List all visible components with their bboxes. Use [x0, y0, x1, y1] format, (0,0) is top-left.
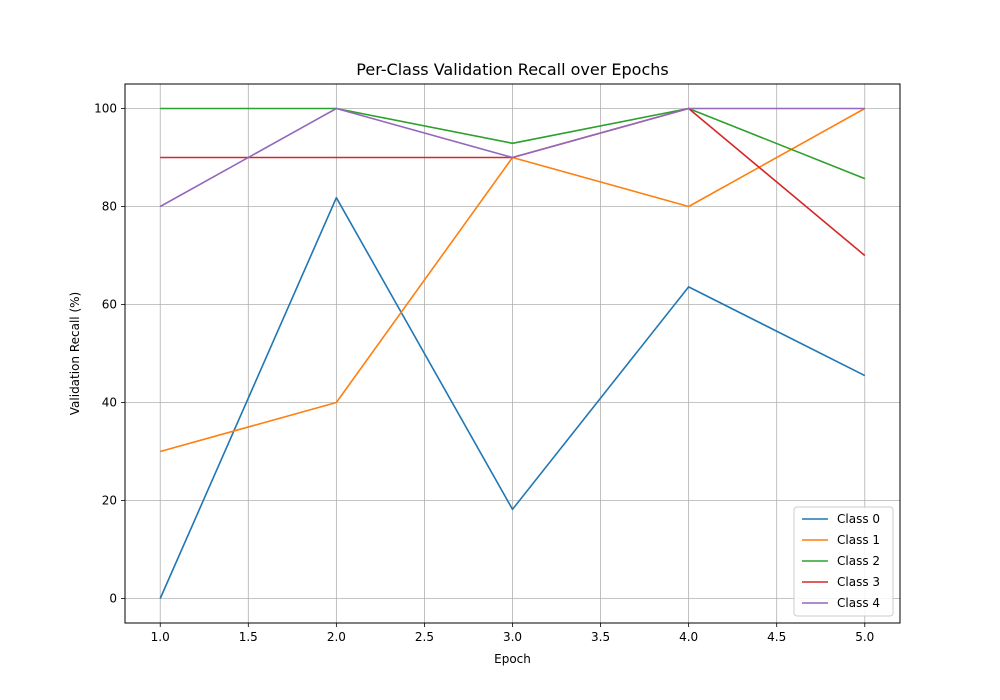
series-line-class-4 [159, 107, 865, 208]
x-tick-label: 4.0 [679, 630, 698, 644]
y-tick-label: 100 [94, 102, 117, 116]
x-tick-label: 2.5 [415, 630, 434, 644]
ticks: 1.0 1.5 2.0 2.5 3.0 3.5 4.0 4.5 5.0 0 20 40 60 80 100 [94, 102, 874, 645]
y-tick-label: 60 [102, 298, 117, 312]
y-tick-label: 40 [102, 396, 117, 410]
legend-label: Class 4 [837, 596, 880, 610]
x-axis-label: Epoch [494, 652, 531, 666]
grid [125, 84, 900, 623]
legend-label: Class 2 [837, 554, 880, 568]
x-tick-label: 3.5 [591, 630, 610, 644]
y-tick-label: 20 [102, 494, 117, 508]
chart-title: Per-Class Validation Recall over Epochs [356, 60, 668, 79]
legend: Class 0 Class 1 Class 2 Class 3 Class 4 [793, 506, 894, 617]
x-tick-label: 3.0 [503, 630, 522, 644]
series-line-class-2 [160, 107, 866, 180]
x-tick-label: 4.5 [767, 630, 786, 644]
y-tick-label: 80 [102, 200, 117, 214]
legend-box [793, 506, 894, 617]
y-axis-label: Validation Recall (%) [68, 292, 82, 415]
series-line-class-0 [159, 196, 866, 599]
legend-label: Class 3 [837, 575, 880, 589]
x-tick-label: 5.0 [855, 630, 874, 644]
x-tick-label: 1.5 [239, 630, 258, 644]
legend-label: Class 1 [837, 533, 880, 547]
series-layer [159, 107, 866, 599]
x-tick-label: 2.0 [327, 630, 346, 644]
legend-label: Class 0 [837, 512, 880, 526]
x-tick-label: 1.0 [151, 630, 170, 644]
y-tick-label: 0 [109, 592, 117, 606]
